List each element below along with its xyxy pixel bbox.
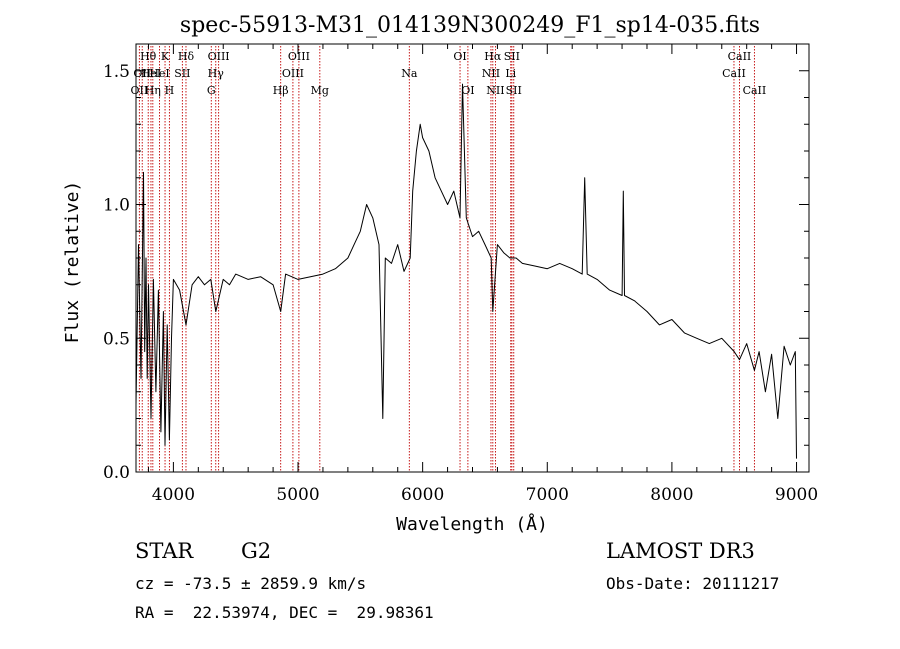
x-axis-label: Wavelength (Å) — [396, 513, 548, 535]
line-marker-label: OI — [453, 50, 466, 63]
plot-frame — [135, 43, 810, 473]
spectrum-line — [135, 83, 797, 459]
x-tick-label: 5000 — [276, 485, 319, 505]
object-subclass: G2 — [241, 539, 272, 563]
x-tick-label: 7000 — [526, 485, 569, 505]
x-tick-label: 6000 — [401, 485, 444, 505]
line-marker-label: OII — [131, 84, 149, 97]
line-marker-label: Mg — [311, 84, 329, 97]
line-marker-label: OIII — [208, 50, 230, 63]
line-marker-label: Hθ — [140, 50, 157, 63]
ra-dec: RA = 22.53974, DEC = 29.98361 — [135, 603, 434, 622]
line-marker-label: OIII — [288, 50, 310, 63]
observation-date: Obs-Date: 20111217 — [606, 574, 780, 593]
y-tick-label: 0.5 — [103, 329, 130, 349]
line-marker-label: Na — [401, 67, 418, 80]
line-marker-label: NII — [482, 67, 500, 80]
line-marker-label: HeI — [149, 67, 169, 80]
line-marker-label: CaII — [722, 67, 746, 80]
x-tick-label: 4000 — [152, 485, 195, 505]
survey-name: LAMOST DR3 — [606, 539, 755, 563]
chart-title: spec-55913-M31_014139N300249_F1_sp14-035… — [180, 13, 760, 38]
line-marker-label: NII — [486, 84, 504, 97]
line-marker-label: OI — [461, 84, 474, 97]
line-markers — [138, 46, 755, 472]
line-marker-label: Hγ — [208, 67, 225, 80]
line-marker-label: Hβ — [273, 84, 289, 97]
line-marker-label: SII — [506, 84, 522, 97]
line-marker-label: H — [165, 84, 175, 97]
line-marker-label: Li — [505, 67, 516, 80]
y-tick-label: 0.0 — [103, 463, 130, 483]
line-marker-label: CaII — [728, 50, 752, 63]
line-marker-label: Hδ — [178, 50, 195, 63]
y-tick-label: 1.0 — [103, 196, 130, 216]
line-marker-label: Hα — [484, 50, 502, 63]
x-tick-label: 9000 — [775, 485, 818, 505]
line-marker-label: SII — [504, 50, 520, 63]
line-marker-label: OIII — [282, 67, 304, 80]
line-marker-label: Hη — [145, 84, 161, 97]
redshift-cz: cz = -73.5 ± 2859.9 km/s — [135, 574, 367, 593]
y-axis-label: Flux (relative) — [62, 181, 83, 344]
y-tick-label: 1.5 — [103, 62, 130, 82]
line-marker-label: SII — [174, 67, 190, 80]
object-class: STAR — [135, 539, 194, 563]
x-axis-ticks: 4000 5000 6000 7000 8000 9000 — [147, 44, 818, 505]
x-tick-label: 8000 — [650, 485, 693, 505]
y-axis-ticks: 0.0 0.5 1.0 1.5 — [103, 43, 809, 483]
line-marker-label: G — [207, 84, 216, 97]
line-marker-label: K — [161, 50, 170, 63]
line-marker-labels: OIIOIIHθHeIHηHeIKHSIIHδGHγOIIIHβOIIIOIII… — [131, 50, 767, 97]
line-marker-label: CaII — [743, 84, 767, 97]
